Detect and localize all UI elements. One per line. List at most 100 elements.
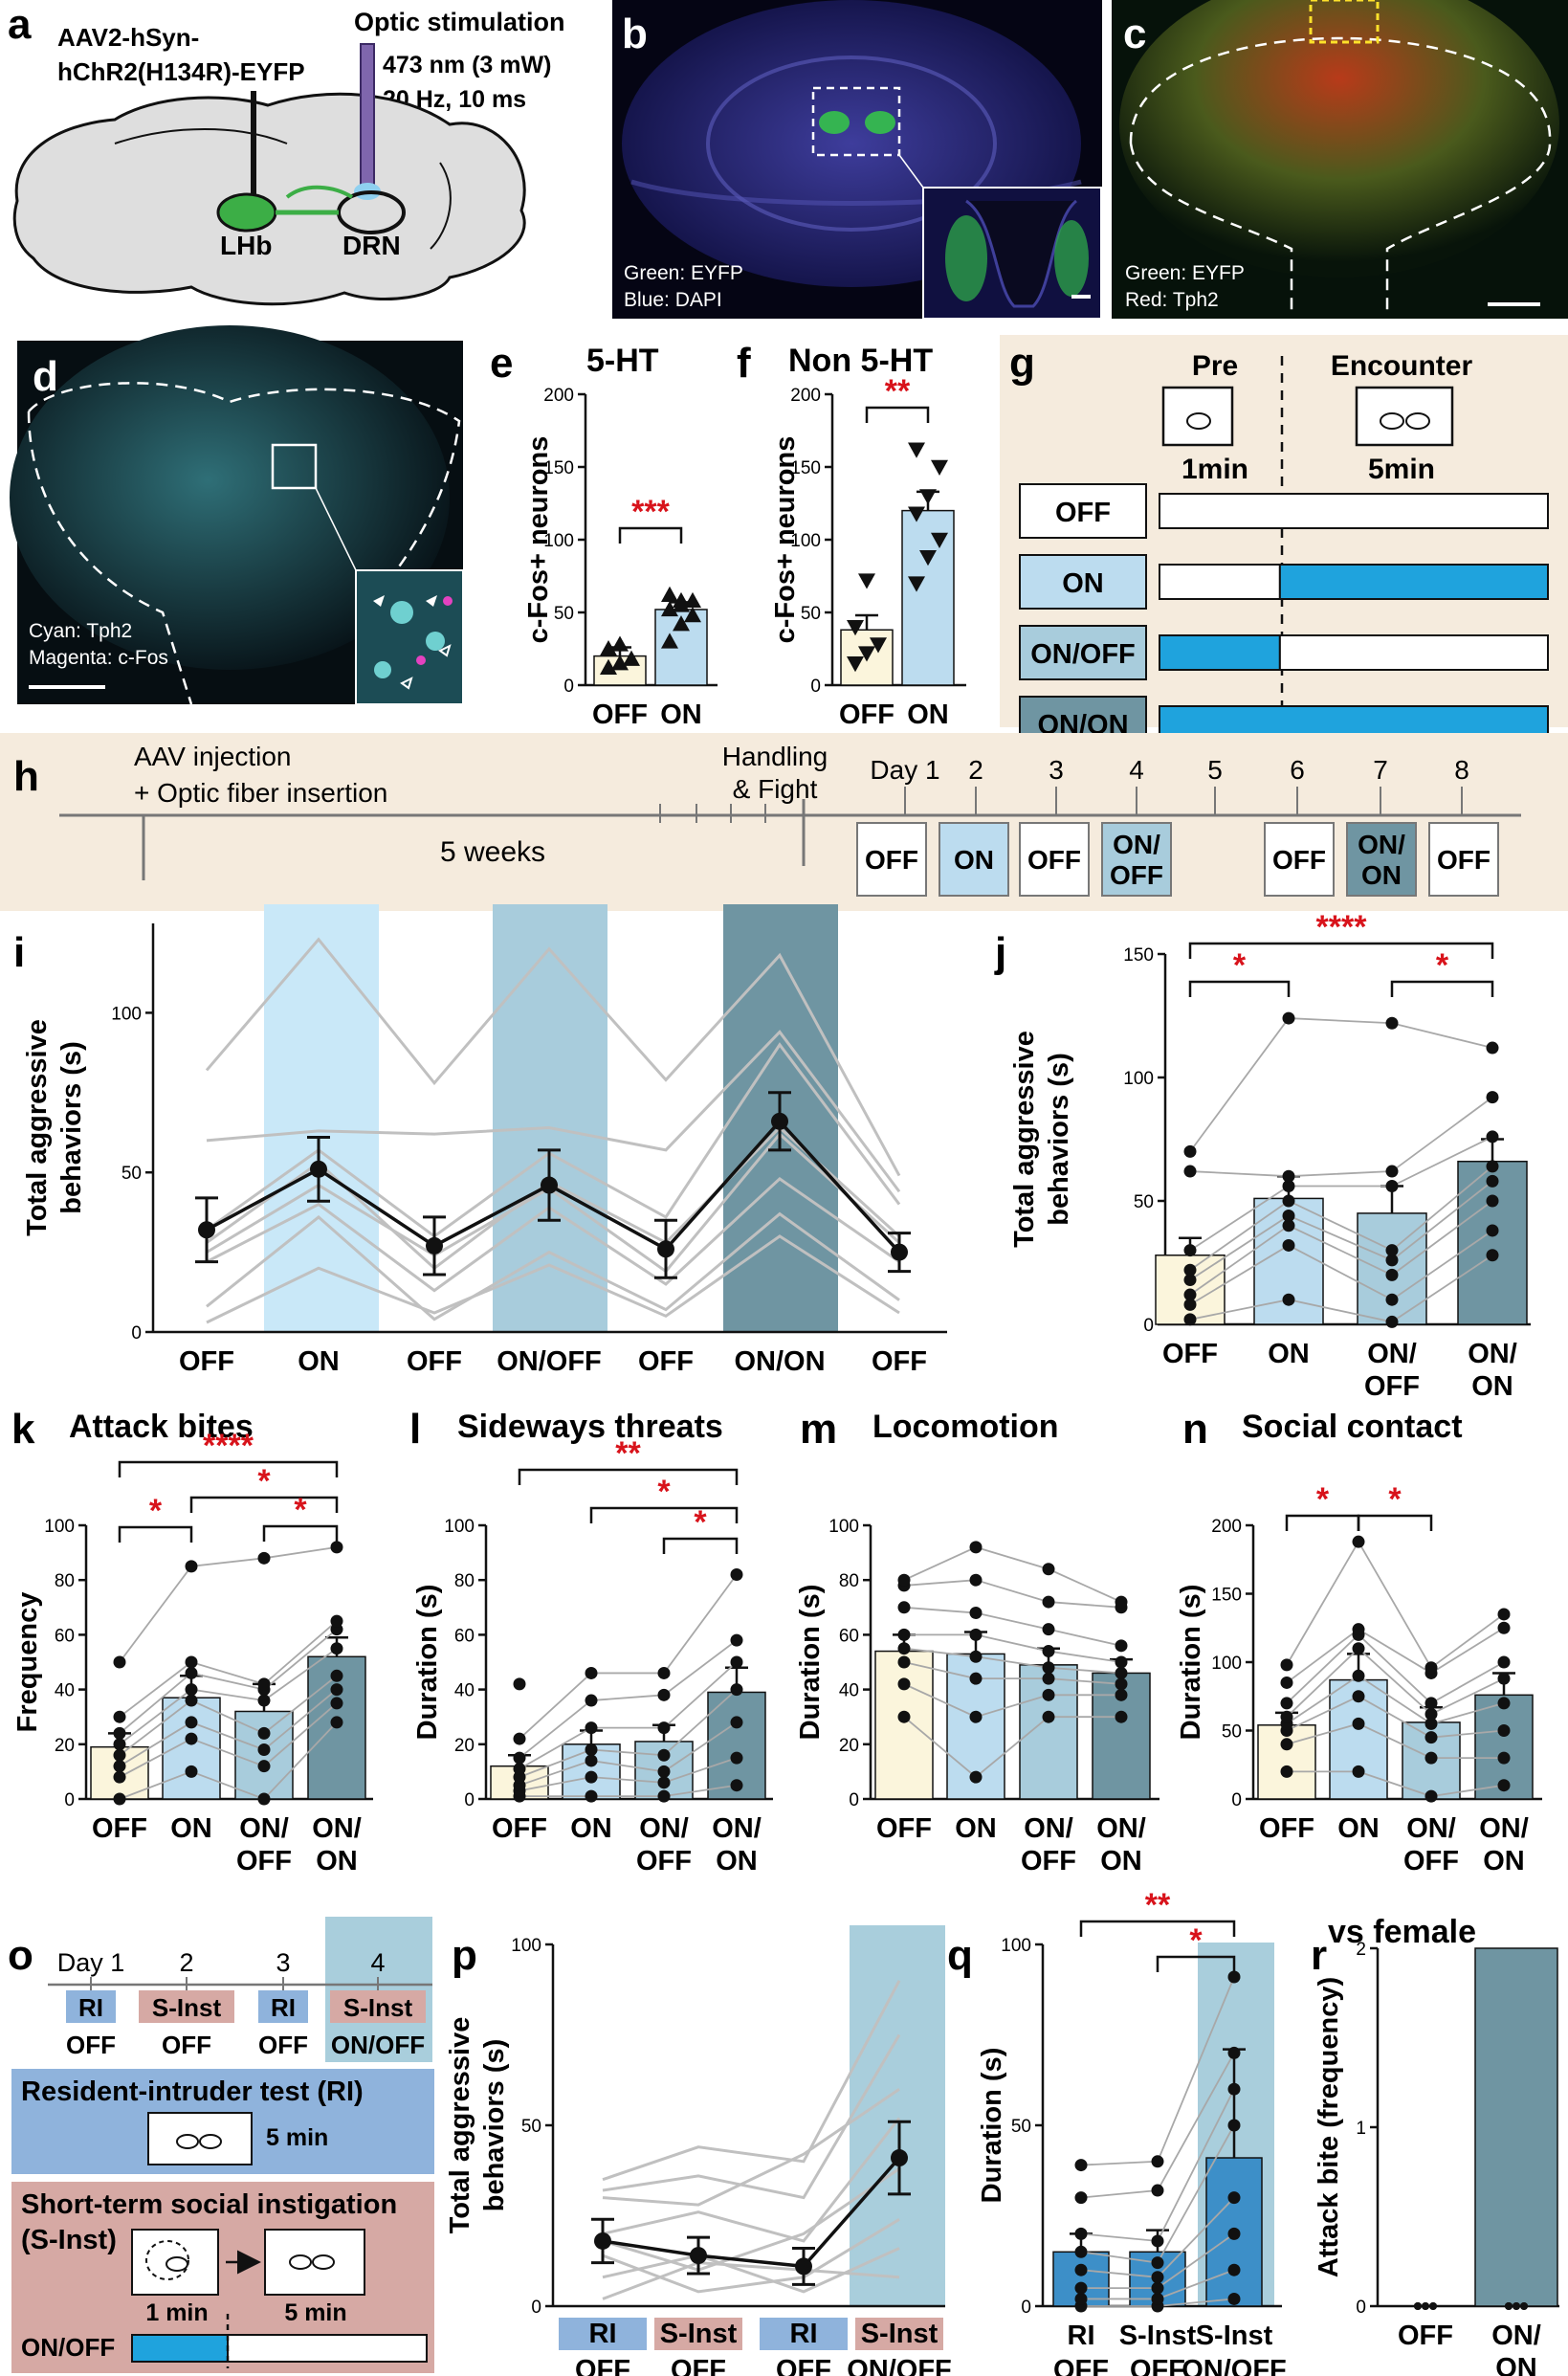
data-point — [730, 1751, 743, 1765]
individual-line — [119, 1702, 338, 1778]
y-tick-label: 50 — [521, 2117, 541, 2137]
x-tick-label: OFF — [236, 1846, 292, 1876]
y-tick-label: 80 — [55, 1571, 75, 1591]
data-point — [730, 1633, 743, 1647]
data-point — [1282, 1219, 1295, 1232]
data-point — [1282, 1011, 1295, 1025]
data-point — [330, 1683, 343, 1697]
y-tick-label: 200 — [790, 386, 821, 406]
data-point — [730, 1655, 743, 1669]
chart-f: 0 50 100 150 200 c-Fos+ neurons Non 5-HT OFF ON *… — [770, 343, 966, 730]
y-tick-label: 0 — [464, 1790, 475, 1810]
x-category-box — [654, 2318, 742, 2350]
data-point — [113, 1726, 126, 1740]
data-point — [1042, 1688, 1055, 1701]
panel-label-p: p — [452, 1932, 477, 1979]
y-tick-label: 40 — [454, 1681, 475, 1701]
data-point — [1151, 2256, 1164, 2270]
individual-line — [903, 1661, 1122, 1685]
optic-fiber — [360, 43, 375, 189]
data-point — [1497, 1621, 1511, 1634]
x-tick-label: ON — [716, 1846, 758, 1876]
y-tick-label: 0 — [849, 1790, 859, 1810]
x-tick-label: OFF — [876, 1813, 932, 1844]
data-point — [1183, 1165, 1197, 1178]
legend-d2: Magenta: c-Fos — [29, 647, 168, 669]
y-axis-title: Frequency — [12, 1592, 43, 1733]
data-point — [1183, 1288, 1197, 1301]
data-point — [730, 1779, 743, 1792]
x-tick-label: OFF — [1021, 1846, 1076, 1876]
individual-line — [903, 1579, 1122, 1609]
h-session-box — [1346, 822, 1417, 897]
y-tick-label: 100 — [828, 1517, 859, 1537]
x-tick-label: OFF — [179, 1346, 234, 1377]
y-tick-label: 20 — [839, 1736, 859, 1756]
data-point — [847, 620, 864, 636]
x-tick-label: ON — [1337, 1813, 1380, 1844]
significance-bracket — [1357, 1514, 1433, 1531]
data-point — [969, 1573, 983, 1587]
x-tick-label: ON/ON — [734, 1346, 825, 1377]
data-point — [1042, 1623, 1055, 1636]
y-axis-title: Total aggressive — [22, 1019, 53, 1236]
data-point — [1282, 1238, 1295, 1252]
x-tick-label: ON — [1483, 1846, 1525, 1876]
data-point — [330, 1669, 343, 1682]
y-tick-label: 40 — [55, 1681, 75, 1701]
data-point — [1486, 1194, 1499, 1208]
data-point — [931, 532, 948, 548]
y-tick-label: 0 — [810, 677, 821, 697]
x-tick-label: OFF — [92, 1813, 147, 1844]
x-tick-label: OFF — [638, 1346, 694, 1377]
x-tick-label: OFF — [636, 1846, 692, 1876]
data-point — [1385, 1016, 1399, 1030]
legend-b1: Green: EYFP — [624, 262, 743, 284]
data-point — [1414, 2302, 1422, 2310]
data-point — [185, 1666, 198, 1679]
o-test-box — [330, 1990, 426, 2023]
x-tick-label: ON/ — [1096, 1813, 1146, 1844]
data-point — [1282, 1194, 1295, 1208]
g-condition-box — [1019, 554, 1147, 610]
chart-i: 0 50 100 Total aggressive behaviors (s) OFF ON… — [22, 904, 947, 1377]
data-point — [673, 615, 690, 632]
x-tick-label: ON — [570, 1813, 612, 1844]
chart-title: Non 5-HT — [788, 343, 933, 379]
chart-n: 0 50 100 150 200 Duration (s) Social contact OF… — [1176, 1409, 1542, 1876]
legend-d1: Cyan: Tph2 — [29, 620, 132, 642]
data-point — [185, 1655, 198, 1669]
x-state-label: OFF — [671, 2355, 726, 2376]
y-tick-label: 50 — [801, 604, 821, 624]
significance-label: **** — [1316, 909, 1368, 945]
significance-bracket — [262, 1524, 339, 1542]
lhb-region — [216, 192, 277, 233]
individual-line — [119, 1688, 338, 1767]
data-point — [257, 1551, 271, 1565]
y-axis-title: Total aggressive — [1009, 1031, 1040, 1248]
x-tick-label: S-Inst — [660, 2319, 738, 2349]
panel-label-n: n — [1182, 1406, 1208, 1453]
panel-label-c: c — [1123, 11, 1146, 57]
data-point — [1280, 1697, 1293, 1710]
mean-point — [310, 1160, 327, 1178]
y-tick-label: 2 — [1356, 1940, 1366, 1960]
x-state-label: ON/OFF — [1182, 2355, 1287, 2376]
data-point — [1352, 1717, 1365, 1730]
data-point — [858, 646, 875, 662]
individual-line — [1189, 1180, 1493, 1281]
h-session-label: ON — [954, 845, 994, 875]
data-point — [1385, 1254, 1399, 1267]
y-tick-label: 0 — [1143, 1316, 1154, 1336]
g-timeline-segment — [1159, 493, 1549, 529]
data-point — [657, 1748, 671, 1762]
x-tick-label: OFF — [492, 1813, 547, 1844]
data-point — [1486, 1174, 1499, 1188]
h-session-label: ON/ — [1358, 830, 1405, 859]
data-point — [1352, 1535, 1365, 1548]
data-point — [1115, 1710, 1128, 1723]
x-tick-label: ON — [660, 699, 702, 730]
y-tick-label: 100 — [1211, 1654, 1242, 1674]
y-tick-label: 100 — [1123, 1069, 1154, 1089]
